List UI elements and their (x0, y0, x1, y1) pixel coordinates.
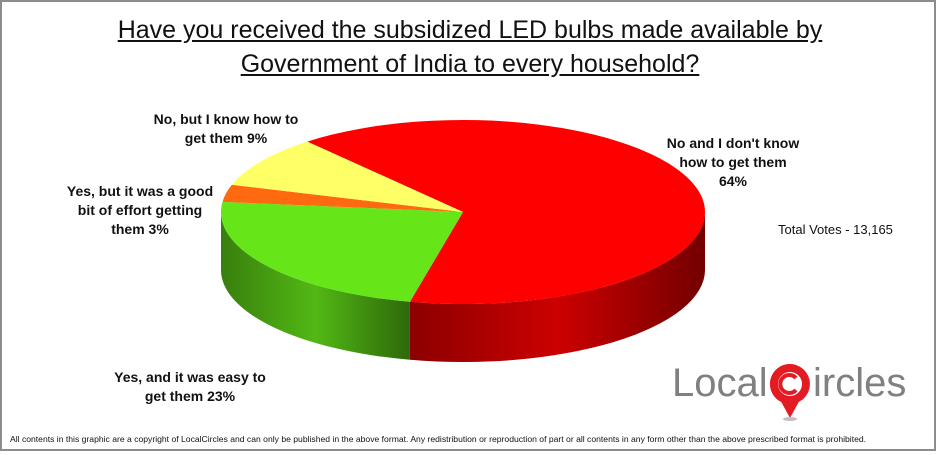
slice-label-2: Yes, but it was a good bit of effort gett… (67, 183, 213, 237)
logo-text-right: ircles (813, 361, 906, 405)
logo-text-left: Local (672, 361, 768, 405)
pie-slice-0 (307, 120, 705, 304)
location-pin-icon (769, 364, 810, 421)
copyright-footer: All contents in this graphic are a copyr… (10, 434, 867, 444)
slice-label-3: No, but I know how to get them 9% (154, 111, 299, 146)
chart-title-line-1: Have you received the subsidized LED bul… (117, 16, 823, 44)
slice-label-0: No and I don't know how to get them 64% (667, 135, 800, 189)
chart-title-line-2: Government of India to every household? (240, 50, 700, 78)
slice-label-1: Yes, and it was easy to get them 23% (114, 369, 266, 404)
pie-slice-1 (220, 201, 463, 302)
pie-labels: No and I don't know how to get them 64% Yes… (67, 111, 799, 404)
pie-slice-2 (222, 184, 463, 212)
pie-tops (220, 120, 705, 304)
pie-sides (221, 212, 705, 362)
pie-slice-side-1 (221, 212, 410, 360)
pie-slice-3 (231, 141, 463, 212)
total-votes: Total Votes - 13,165 (778, 222, 893, 237)
pie-slice-side-0 (409, 212, 705, 362)
localcircles-logo: Local ircles (672, 361, 906, 421)
